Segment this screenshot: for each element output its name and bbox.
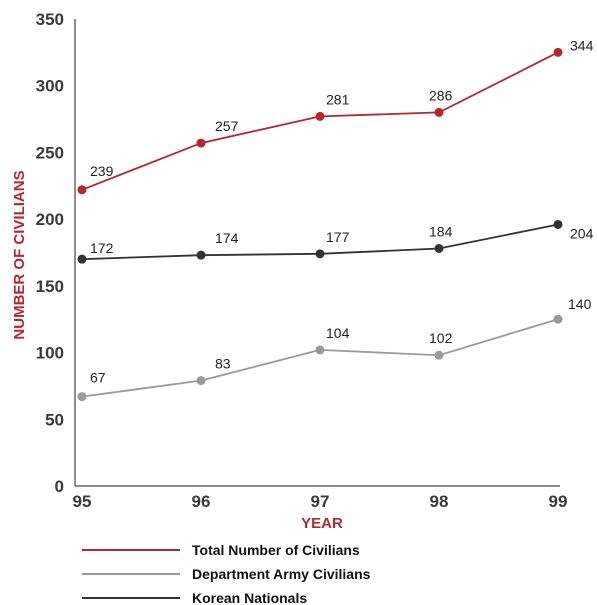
data-point bbox=[196, 138, 206, 148]
legend-label: Korean Nationals bbox=[192, 590, 307, 605]
series-layer: 239 257 281 286 344 67 83 104 102 140 172 174 177 184… bbox=[77, 37, 594, 402]
data-point bbox=[315, 249, 325, 259]
series-line bbox=[81, 318, 559, 398]
data-point bbox=[553, 314, 563, 324]
legend-item: Korean Nationals bbox=[82, 590, 307, 605]
data-point bbox=[77, 185, 87, 195]
data-point bbox=[434, 243, 444, 253]
series-line bbox=[81, 51, 559, 191]
y-tick-label: 250 bbox=[36, 143, 64, 162]
series-0: 239 257 281 286 344 bbox=[77, 37, 594, 195]
data-label: 257 bbox=[215, 118, 239, 134]
x-tick-label: 95 bbox=[73, 492, 92, 511]
legend-label: Department Army Civilians bbox=[192, 566, 371, 582]
series-1: 67 83 104 102 140 bbox=[77, 296, 592, 402]
x-tick-label: 96 bbox=[192, 492, 211, 511]
x-tick-labels: 95 96 97 98 99 bbox=[73, 492, 568, 511]
data-point bbox=[553, 219, 563, 229]
data-label: 104 bbox=[326, 325, 350, 341]
data-point bbox=[315, 345, 325, 355]
y-tick-label: 0 bbox=[55, 477, 64, 496]
data-point bbox=[196, 250, 206, 260]
data-point bbox=[315, 111, 325, 121]
data-label: 184 bbox=[429, 223, 453, 239]
y-tick-label: 50 bbox=[45, 410, 64, 429]
data-point bbox=[77, 254, 87, 264]
y-tick-label: 150 bbox=[36, 277, 64, 296]
y-tick-label: 200 bbox=[36, 210, 64, 229]
y-tick-label: 300 bbox=[36, 77, 64, 96]
x-tick-label: 99 bbox=[549, 492, 568, 511]
data-label: 172 bbox=[90, 240, 114, 256]
y-tick-label: 100 bbox=[36, 344, 64, 363]
data-point bbox=[77, 392, 87, 402]
x-tick-label: 98 bbox=[430, 492, 449, 511]
data-label: 102 bbox=[429, 330, 453, 346]
y-tick-label: 350 bbox=[36, 10, 64, 29]
data-point bbox=[553, 47, 563, 57]
axes bbox=[74, 19, 560, 487]
data-label: 281 bbox=[326, 91, 350, 107]
legend: Total Number of Civilians Department Army… bbox=[82, 542, 371, 605]
x-axis-title: YEAR bbox=[301, 515, 343, 532]
data-label: 67 bbox=[90, 370, 106, 386]
legend-item: Department Army Civilians bbox=[82, 566, 371, 582]
data-label: 83 bbox=[215, 356, 231, 372]
y-axis-title: NUMBER OF CIVILIANS bbox=[11, 170, 28, 339]
series-2: 172 174 177 184 204 bbox=[77, 219, 594, 264]
data-label: 140 bbox=[568, 296, 592, 312]
data-point bbox=[434, 107, 444, 117]
data-point bbox=[434, 350, 444, 360]
data-label: 239 bbox=[90, 163, 114, 179]
data-label: 286 bbox=[429, 87, 453, 103]
data-label: 344 bbox=[570, 37, 594, 53]
data-point bbox=[196, 376, 206, 386]
y-tick-labels: 0 50 100 150 200 250 300 350 bbox=[36, 10, 64, 496]
legend-item: Total Number of Civilians bbox=[82, 542, 360, 558]
x-tick-label: 97 bbox=[311, 492, 330, 511]
data-label: 204 bbox=[570, 225, 594, 241]
data-label: 174 bbox=[215, 230, 239, 246]
data-label: 177 bbox=[326, 229, 350, 245]
legend-label: Total Number of Civilians bbox=[192, 542, 360, 558]
